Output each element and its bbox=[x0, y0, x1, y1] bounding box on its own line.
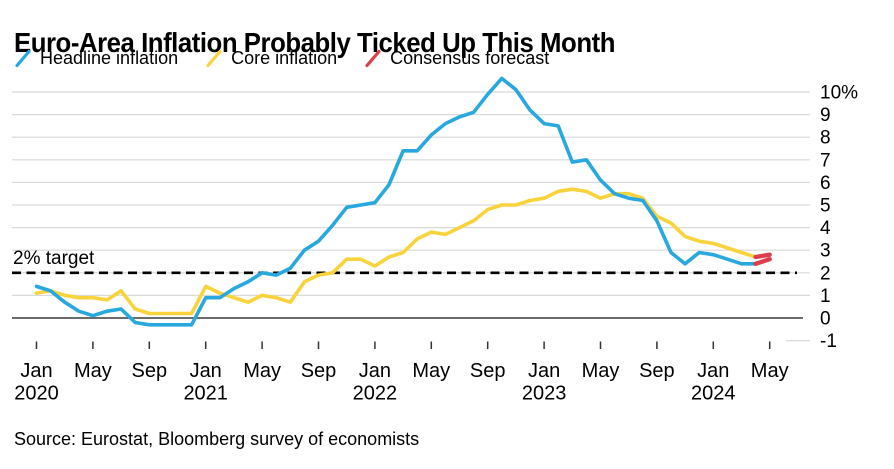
x-axis-year-label: 2023 bbox=[522, 383, 567, 405]
x-axis-month-label: Sep bbox=[470, 360, 506, 382]
headline-inflation-line bbox=[34, 76, 758, 327]
x-axis-month-label: Jan bbox=[697, 360, 729, 382]
y-axis-tick-label: 0 bbox=[820, 309, 831, 330]
y-axis-tick-label: 6 bbox=[820, 173, 831, 194]
legend-item-headline-inflation: Headline inflation bbox=[14, 48, 178, 69]
x-axis-month-label: May bbox=[243, 360, 281, 382]
y-axis-tick-label: 7 bbox=[820, 150, 831, 171]
y-axis-tick-label: -1 bbox=[820, 331, 837, 352]
consensus-forecast-headline-line bbox=[753, 257, 772, 266]
x-axis-year-label: 2021 bbox=[183, 383, 228, 405]
core-inflation-line bbox=[34, 187, 758, 316]
x-axis-month-label: Jan bbox=[190, 360, 222, 382]
y-axis-tick-label: 9 bbox=[820, 105, 831, 126]
legend-item-consensus-forecast: Consensus forecast bbox=[364, 48, 549, 69]
y-axis-tick-label: 4 bbox=[820, 218, 831, 239]
target-annotation-label: 2% target bbox=[13, 248, 95, 269]
legend-item-core-inflation: Core inflation bbox=[205, 48, 337, 69]
legend-label-core: Core inflation bbox=[231, 48, 338, 68]
chart-legend: Headline inflation Core inflation Consen… bbox=[14, 48, 549, 69]
y-axis-tick-label: 8 bbox=[820, 128, 831, 149]
y-axis-tick-label: 3 bbox=[820, 241, 831, 262]
y-axis-tick-label: 2 bbox=[820, 263, 831, 284]
x-axis-month-label: Sep bbox=[301, 360, 337, 382]
x-axis-month-label: May bbox=[751, 360, 789, 382]
forecast-line-slash-icon bbox=[365, 49, 381, 68]
legend-label-headline: Headline inflation bbox=[40, 48, 179, 68]
headline-line-slash-icon bbox=[15, 49, 31, 68]
x-axis-year-label: 2020 bbox=[14, 383, 59, 405]
x-axis-month-label: Jan bbox=[20, 360, 52, 382]
core-line-slash-icon bbox=[206, 49, 222, 68]
x-axis-month-label: May bbox=[582, 360, 620, 382]
x-axis-month-label: Sep bbox=[132, 360, 168, 382]
consensus-forecast-core-line bbox=[753, 252, 772, 260]
x-axis-year-label: 2024 bbox=[691, 383, 736, 405]
x-axis-month-label: Jan bbox=[359, 360, 391, 382]
legend-label-forecast: Consensus forecast bbox=[390, 48, 550, 68]
x-axis-year-label: 2022 bbox=[353, 383, 398, 405]
x-axis-month-label: Jan bbox=[528, 360, 560, 382]
x-axis-month-label: May bbox=[412, 360, 450, 382]
y-axis-tick-label: 1 bbox=[820, 286, 831, 307]
y-axis-tick-label: 5 bbox=[820, 196, 831, 217]
page-title: Euro-Area Inflation Probably Ticked Up T… bbox=[14, 26, 616, 58]
x-axis-month-label: Sep bbox=[639, 360, 675, 382]
y-axis-tick-label: 10% bbox=[820, 83, 858, 104]
source-attribution: Source: Eurostat, Bloomberg survey of ec… bbox=[14, 429, 420, 449]
x-axis-month-label: May bbox=[74, 360, 112, 382]
